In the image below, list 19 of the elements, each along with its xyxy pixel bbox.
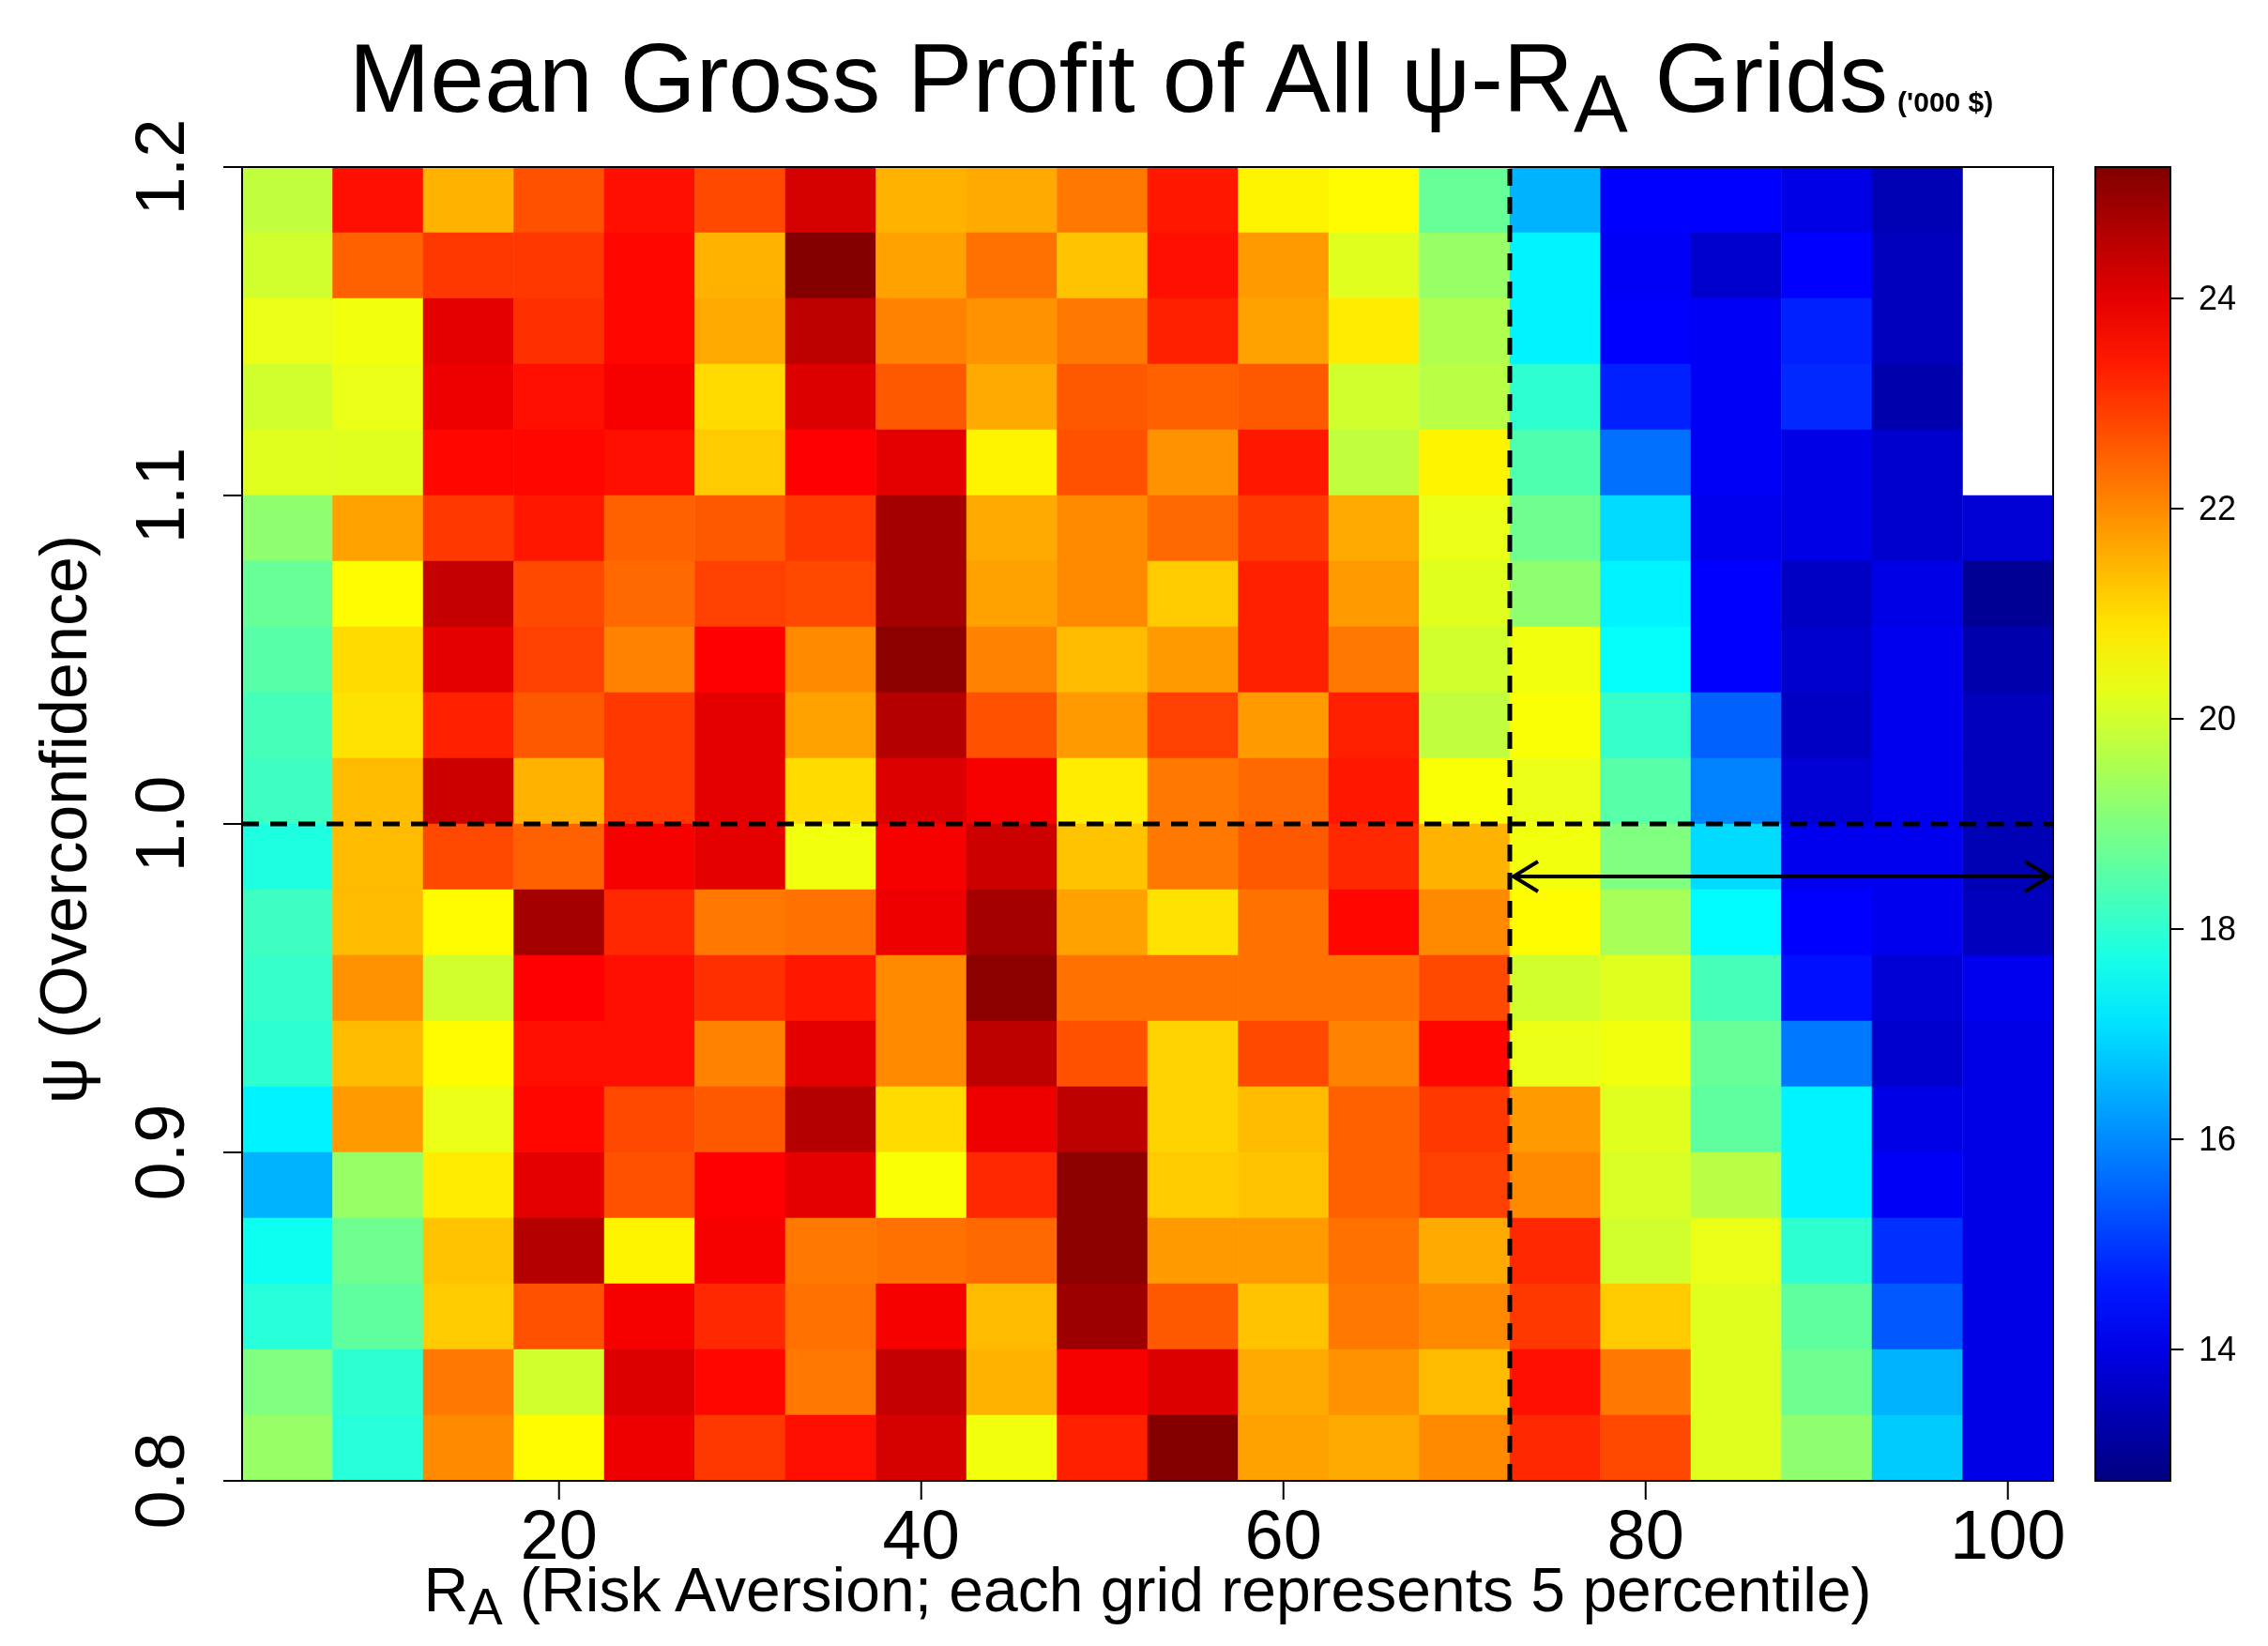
color-bar-label: 20 [2198,699,2237,738]
y-tick-label: 0.9 [121,1104,199,1201]
color-bar-label: 18 [2198,909,2237,948]
y-tick-label: 1.1 [121,447,199,544]
color-bar-label: 24 [2198,279,2237,317]
x-tick-label: 40 [882,1495,960,1574]
y-axis-title: ψ (Overconfidence) [26,533,101,1106]
y-tick-label: 1.2 [121,118,199,216]
color-bar-label: 16 [2198,1120,2237,1158]
chart-subtitle: ('000 $) [1897,86,1994,117]
y-tick-label: 0.8 [121,1432,199,1530]
x-tick-label: 80 [1606,1495,1684,1574]
colorbar: 14 16 18 20 22 24 [2094,166,2236,1482]
x-tick-label: 100 [1950,1495,2066,1574]
chart-title: Mean Gross Profit of All ψ-R$_{A}$ Grids [348,23,1889,149]
y-tick-label: 1.0 [121,775,199,873]
color-bar-label: 14 [2198,1330,2237,1368]
color-bar-label: 22 [2198,489,2237,527]
x-tick-label: 60 [1244,1495,1322,1574]
